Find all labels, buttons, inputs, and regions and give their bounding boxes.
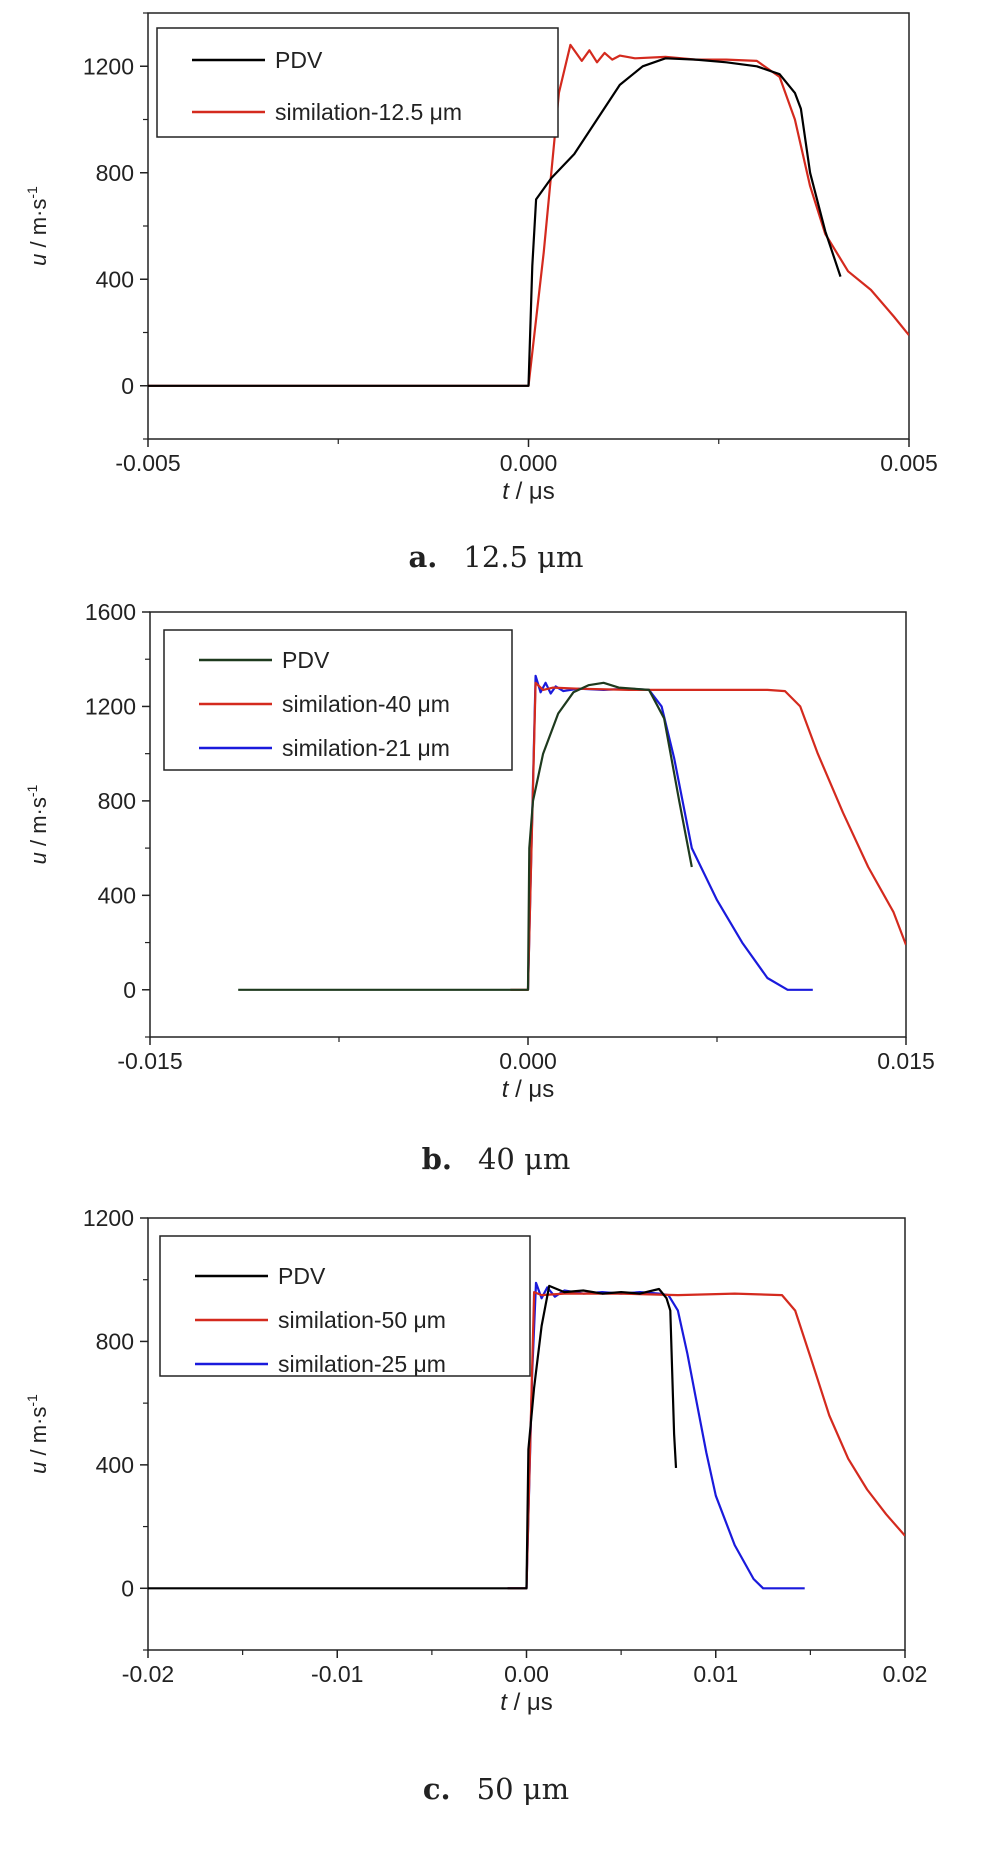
chart-a-caption-text: 12.5 μm — [463, 540, 584, 574]
chart-a-caption: a. 12.5 μm — [0, 540, 992, 574]
chart-b-legend-box — [163, 629, 513, 771]
chart-b-y-axis-var: u — [26, 852, 51, 864]
chart-c-caption-label: c. — [422, 1772, 451, 1806]
chart-c-series-line — [507, 1281, 805, 1590]
chart-c-caption-text: 50 μm — [476, 1772, 570, 1806]
chart-a-svg: -0.005 0.000 0.005 0 400 800 1200 t / μs u / m·s… — [24, 12, 938, 505]
chart-a-legend-label: similation-12.5 μm — [275, 99, 462, 125]
chart-b-y-tick-label: 1200 — [85, 693, 136, 719]
chart-b-svg: -0.015 0.000 0.015 0 400 800 1200 1600 t / μs u /… — [24, 599, 935, 1103]
chart-c-legend-box — [159, 1235, 531, 1377]
chart-panel-c: -0.02 -0.01 0.00 0.01 0.02 0 400 800 1200 t / μs u… — [0, 1205, 992, 1810]
chart-a-y-tick-label: 800 — [96, 160, 134, 186]
chart-panel-b: -0.015 0.000 0.015 0 400 800 1200 1600 t / μs u /… — [0, 599, 992, 1176]
chart-c-series-line — [148, 1284, 678, 1590]
chart-c-x-tick-label: 0.01 — [693, 1661, 738, 1687]
chart-c-y-axis-label: u / m·s-1 — [24, 1394, 51, 1474]
chart-c-legend-label: similation-25 μm — [278, 1351, 446, 1377]
chart-c-y-tick-label: 400 — [96, 1452, 134, 1478]
chart-a-y-tick-label: 400 — [96, 266, 134, 292]
chart-b-x-axis-unit: / μs — [508, 1076, 554, 1103]
chart-a-series-line — [148, 57, 842, 387]
chart-c-y-axis-unit: / m·s — [26, 1407, 51, 1462]
chart-b-y-tick-label: 1600 — [85, 599, 136, 625]
chart-a-x-axis-label: t / μs — [502, 478, 555, 505]
chart-a-y-axis-var: u — [26, 254, 51, 266]
chart-b-y-tick-label: 800 — [98, 788, 136, 814]
chart-a-x-tick-label: 0.000 — [500, 450, 558, 476]
chart-b-x-axis-label: t / μs — [502, 1076, 555, 1103]
chart-b-y-axis-unit: / m·s — [26, 797, 51, 852]
chart-b-series-line — [510, 681, 906, 991]
chart-a-y-tick-label: 0 — [121, 373, 134, 399]
chart-b-caption-text: 40 μm — [477, 1142, 571, 1176]
chart-b-caption: b. 40 μm — [0, 1142, 992, 1176]
chart-b-legend-label: PDV — [282, 647, 330, 673]
chart-a-legend-label: PDV — [275, 47, 323, 73]
chart-a-y-axis-unit: / m·s — [26, 199, 51, 254]
chart-c-x-tick-label: -0.02 — [122, 1661, 174, 1687]
chart-a-caption-label: a. — [408, 540, 438, 574]
chart-c-x-axis-label: t / μs — [500, 1689, 553, 1716]
chart-c-svg: -0.02 -0.01 0.00 0.01 0.02 0 400 800 1200 t / μs u… — [24, 1205, 928, 1716]
chart-b-series-line — [526, 674, 813, 991]
chart-b-y-axis-unit-sup: -1 — [24, 784, 40, 797]
chart-b-x-tick-label: -0.015 — [117, 1048, 182, 1074]
chart-c-series-group — [148, 1281, 905, 1590]
chart-c-y-tick-label: 800 — [96, 1328, 134, 1354]
chart-b-y-tick-label: 0 — [123, 977, 136, 1003]
chart-c-legend-label: PDV — [278, 1263, 326, 1289]
chart-c-legend-label: similation-50 μm — [278, 1307, 446, 1333]
chart-b-caption-label: b. — [421, 1142, 452, 1176]
chart-b-x-axis-var: t — [502, 1076, 510, 1103]
chart-a-x-axis-unit: / μs — [509, 478, 555, 505]
chart-panel-a: -0.005 0.000 0.005 0 400 800 1200 t / μs u / m·s… — [0, 0, 992, 574]
chart-c-y-tick-label: 1200 — [83, 1205, 134, 1231]
chart-b-x-tick-label: 0.000 — [499, 1048, 557, 1074]
chart-b-series-line — [238, 681, 693, 991]
chart-a-x-axis-var: t — [502, 478, 510, 505]
chart-c-y-tick-label: 0 — [121, 1575, 134, 1601]
chart-b-y-axis-label: u / m·s-1 — [24, 784, 51, 864]
chart-c-caption: c. 50 μm — [0, 1772, 992, 1806]
chart-c-x-tick-label: 0.02 — [883, 1661, 928, 1687]
chart-a-y-axis-unit-sup: -1 — [24, 186, 40, 199]
chart-a-series-group — [148, 43, 909, 387]
chart-c-x-tick-label: -0.01 — [311, 1661, 363, 1687]
chart-a-x-tick-label: -0.005 — [115, 450, 180, 476]
chart-c-x-axis-var: t — [500, 1689, 508, 1716]
chart-c-x-tick-label: 0.00 — [504, 1661, 549, 1687]
chart-b-y-tick-label: 400 — [98, 882, 136, 908]
chart-c-x-axis-unit: / μs — [507, 1689, 553, 1716]
chart-c-y-axis-var: u — [26, 1462, 51, 1474]
chart-a-y-axis-label: u / m·s-1 — [24, 186, 51, 266]
chart-b-series-group — [238, 674, 906, 991]
chart-b-x-tick-label: 0.015 — [877, 1048, 935, 1074]
chart-b-legend-label: similation-40 μm — [282, 691, 450, 717]
chart-c-series-line — [507, 1291, 905, 1590]
chart-c-y-axis-unit-sup: -1 — [24, 1394, 40, 1407]
chart-b-legend-label: similation-21 μm — [282, 735, 450, 761]
chart-a-x-tick-label: 0.005 — [880, 450, 938, 476]
chart-a-legend-box — [156, 27, 559, 138]
chart-a-y-tick-label: 1200 — [83, 53, 134, 79]
